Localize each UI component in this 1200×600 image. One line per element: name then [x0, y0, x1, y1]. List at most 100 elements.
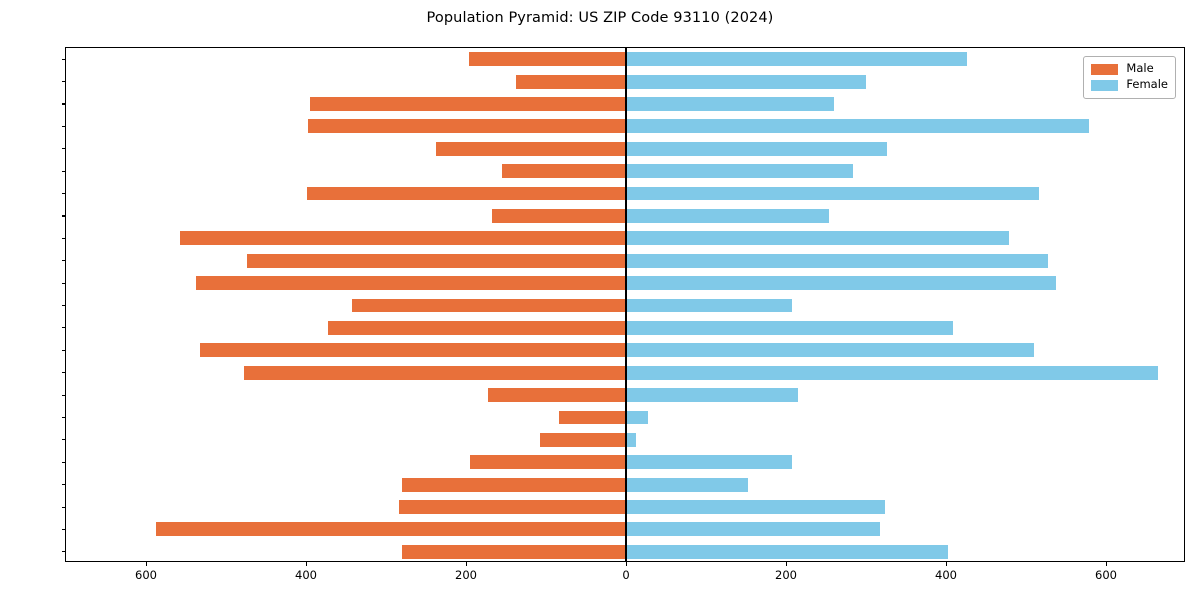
bar-male[interactable]: [195, 276, 626, 291]
bar-female[interactable]: [626, 388, 798, 402]
bar-row: [66, 343, 1184, 358]
bar-female[interactable]: [626, 97, 834, 111]
bar-male[interactable]: [502, 164, 626, 179]
x-tick-mark: [945, 561, 947, 566]
bar-male[interactable]: [155, 522, 626, 537]
y-tick-mark: [61, 484, 66, 486]
y-tick-mark: [61, 103, 66, 105]
bar-female[interactable]: [626, 522, 881, 537]
legend-entry-male[interactable]: Male: [1091, 61, 1168, 77]
bar-female[interactable]: [626, 186, 1039, 201]
bar-female[interactable]: [626, 410, 648, 425]
bar-male[interactable]: [469, 52, 626, 67]
bar-row: [66, 432, 1184, 447]
plot-area: 85+80-8475-7970-7467-6965-6662-6460-6155…: [61, 47, 1185, 582]
x-tick-label: 600: [1095, 568, 1117, 582]
x-tick-mark: [625, 561, 627, 566]
chart-title: Population Pyramid: US ZIP Code 93110 (2…: [426, 10, 774, 26]
bar-row: [66, 97, 1184, 111]
y-tick-mark: [61, 305, 66, 307]
y-tick-mark: [61, 58, 66, 60]
bar-row: [66, 522, 1184, 537]
bar-female[interactable]: [626, 119, 1090, 134]
bar-female[interactable]: [626, 320, 954, 335]
bar-female[interactable]: [626, 455, 792, 470]
bar-male[interactable]: [244, 365, 626, 380]
y-tick-mark: [61, 81, 66, 83]
x-tick-label: 200: [455, 568, 477, 582]
chart-legend[interactable]: Male Female: [1083, 56, 1176, 99]
bar-female[interactable]: [626, 231, 1010, 246]
legend-entry-female[interactable]: Female: [1091, 77, 1168, 93]
x-tick-mark: [1105, 561, 1107, 566]
y-tick-mark: [61, 551, 66, 553]
bar-row: [66, 544, 1184, 559]
bar-female[interactable]: [626, 276, 1056, 291]
bar-male[interactable]: [515, 74, 626, 89]
bar-male[interactable]: [540, 432, 626, 447]
bar-row: [66, 500, 1184, 514]
bar-male[interactable]: [351, 298, 626, 313]
bar-row: [66, 231, 1184, 246]
bar-male[interactable]: [402, 477, 626, 492]
bar-male[interactable]: [402, 544, 626, 559]
bar-male[interactable]: [180, 231, 626, 246]
bar-male[interactable]: [310, 97, 626, 111]
y-tick-mark: [61, 260, 66, 262]
male-color-swatch: [1091, 63, 1119, 75]
bar-row: [66, 276, 1184, 291]
bar-male[interactable]: [307, 119, 626, 134]
bar-female[interactable]: [626, 164, 854, 179]
y-tick-mark: [61, 394, 66, 396]
bar-female[interactable]: [626, 432, 636, 447]
y-tick-mark: [61, 416, 66, 419]
bar-male[interactable]: [435, 141, 626, 156]
bar-row: [66, 186, 1184, 201]
bar-male[interactable]: [199, 343, 626, 358]
y-tick-mark: [61, 506, 66, 508]
bar-female[interactable]: [626, 208, 830, 223]
bar-female[interactable]: [626, 141, 887, 156]
bar-female[interactable]: [626, 500, 886, 514]
x-tick-label: 400: [295, 568, 317, 582]
y-tick-mark: [61, 193, 66, 195]
bar-female[interactable]: [626, 477, 748, 492]
bar-row: [66, 455, 1184, 470]
bars-container: [66, 48, 1184, 561]
bar-male[interactable]: [492, 208, 626, 223]
y-tick-mark: [61, 125, 66, 127]
bar-male[interactable]: [487, 388, 626, 402]
bar-female[interactable]: [626, 74, 866, 89]
bar-row: [66, 74, 1184, 89]
bar-row: [66, 388, 1184, 402]
bar-row: [66, 208, 1184, 223]
bar-female[interactable]: [626, 544, 949, 559]
bar-female[interactable]: [626, 298, 792, 313]
legend-label-female: Female: [1126, 77, 1168, 92]
bar-female[interactable]: [626, 253, 1049, 268]
x-tick-label: 0: [622, 568, 630, 582]
y-tick-mark: [61, 372, 66, 374]
legend-label-male: Male: [1126, 61, 1154, 76]
bar-male[interactable]: [327, 320, 626, 335]
bar-male[interactable]: [246, 253, 626, 268]
female-color-swatch: [1091, 79, 1119, 91]
bar-female[interactable]: [626, 365, 1158, 380]
bar-male[interactable]: [558, 410, 626, 425]
y-tick-mark: [61, 327, 66, 329]
y-tick-mark: [61, 215, 66, 217]
bar-row: [66, 298, 1184, 313]
y-tick-mark: [61, 170, 66, 172]
zero-axis-line: [625, 48, 627, 561]
bar-female[interactable]: [626, 52, 967, 67]
bar-female[interactable]: [626, 343, 1034, 358]
y-tick-mark: [61, 237, 66, 239]
bar-male[interactable]: [470, 455, 626, 470]
x-tick-label: 400: [935, 568, 957, 582]
x-tick-mark: [465, 561, 467, 566]
bar-male[interactable]: [398, 500, 626, 514]
x-tick-mark: [305, 561, 307, 566]
y-tick-mark: [61, 282, 66, 284]
bar-male[interactable]: [306, 186, 626, 201]
